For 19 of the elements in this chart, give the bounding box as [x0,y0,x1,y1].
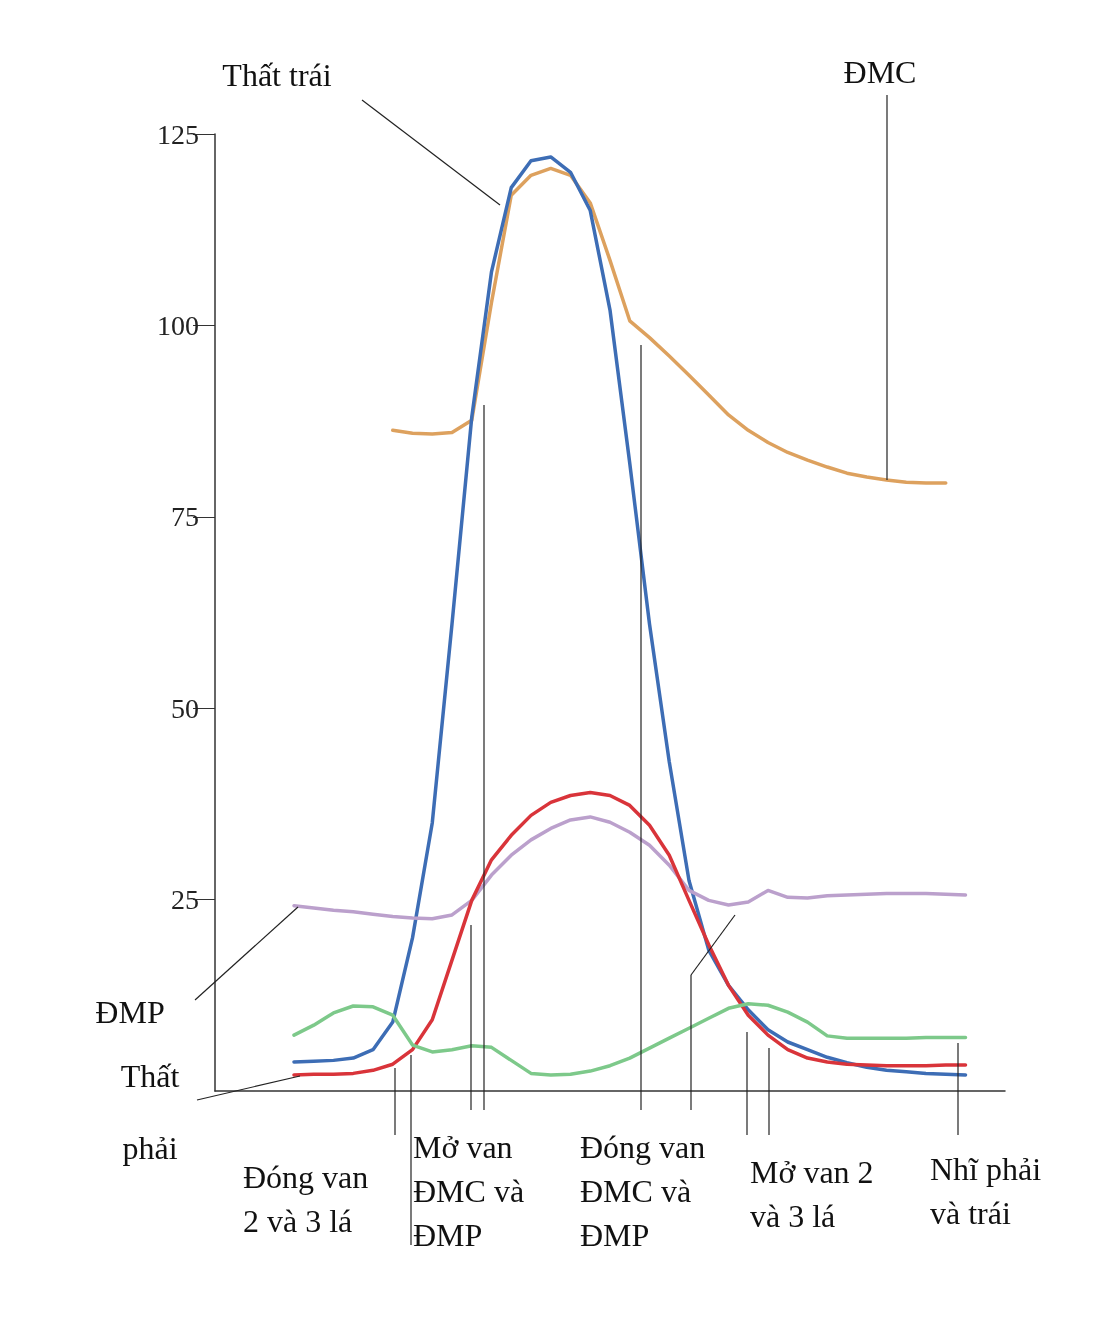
y-tick-label: 75 [171,501,199,533]
y-tick-label: 25 [171,884,199,916]
y-tick-label: 100 [157,309,199,341]
line-series [292,155,968,1077]
line-series [391,166,948,485]
text: ĐMP [95,994,165,1030]
y-tick-label: 125 [157,118,199,150]
line-series [292,790,968,1077]
text: Đóng van ĐMC và ĐMP [580,1129,714,1253]
text: Đóng van 2 và 3 lá [243,1159,377,1239]
text: Nhĩ phải và trái [930,1151,1050,1231]
text: Thất phải [120,1058,180,1166]
line-series [292,815,968,921]
line-series [292,1001,968,1077]
y-tick-label: 50 [171,692,199,724]
text: Thất trái [222,57,332,93]
text: Mở van ĐMC và ĐMP [413,1129,533,1253]
text: ĐMC [843,54,917,90]
text: Mở van 2 và 3 lá [750,1154,882,1234]
